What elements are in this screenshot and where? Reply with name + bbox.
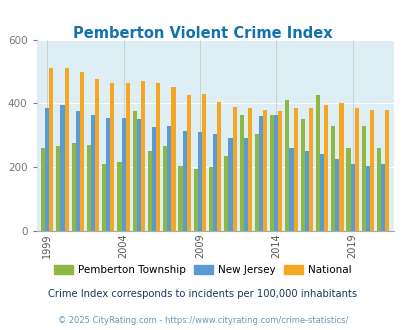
Bar <box>209 167 213 231</box>
Bar <box>269 115 273 231</box>
Bar <box>247 108 251 231</box>
Bar <box>87 145 91 231</box>
Bar <box>335 159 339 231</box>
Bar <box>376 148 380 231</box>
Bar <box>151 127 156 231</box>
Text: Pemberton Violent Crime Index: Pemberton Violent Crime Index <box>73 26 332 41</box>
Bar <box>319 154 323 231</box>
Bar <box>64 68 68 231</box>
Bar <box>384 110 388 231</box>
Bar <box>369 110 373 231</box>
Bar <box>75 112 80 231</box>
Bar <box>315 95 319 231</box>
Bar <box>300 119 304 231</box>
Legend: Pemberton Township, New Jersey, National: Pemberton Township, New Jersey, National <box>50 261 355 280</box>
Bar <box>106 118 110 231</box>
Bar <box>182 130 186 231</box>
Bar <box>350 164 354 231</box>
Bar <box>278 112 282 231</box>
Bar <box>41 148 45 231</box>
Bar <box>45 108 49 231</box>
Bar <box>141 81 145 231</box>
Bar <box>163 147 167 231</box>
Bar <box>110 82 114 231</box>
Bar <box>213 134 217 231</box>
Bar <box>178 166 182 231</box>
Bar <box>56 147 60 231</box>
Bar <box>330 126 335 231</box>
Bar <box>132 112 136 231</box>
Bar <box>254 134 258 231</box>
Bar <box>91 115 95 231</box>
Bar <box>228 139 232 231</box>
Bar <box>339 103 343 231</box>
Bar <box>304 151 308 231</box>
Bar <box>197 132 201 231</box>
Bar <box>136 119 141 231</box>
Bar <box>345 148 350 231</box>
Bar <box>125 82 130 231</box>
Bar <box>380 164 384 231</box>
Bar <box>167 126 171 231</box>
Bar <box>232 107 236 231</box>
Bar <box>102 164 106 231</box>
Bar <box>193 169 197 231</box>
Bar <box>239 115 243 231</box>
Bar <box>285 100 289 231</box>
Bar <box>354 108 358 231</box>
Bar <box>308 108 312 231</box>
Bar <box>293 108 297 231</box>
Bar <box>217 102 221 231</box>
Bar <box>361 126 365 231</box>
Bar <box>323 105 327 231</box>
Bar <box>262 110 266 231</box>
Bar <box>121 118 125 231</box>
Bar <box>289 148 293 231</box>
Text: Crime Index corresponds to incidents per 100,000 inhabitants: Crime Index corresponds to incidents per… <box>48 289 357 299</box>
Bar <box>156 82 160 231</box>
Bar <box>71 143 75 231</box>
Bar <box>224 156 228 231</box>
Bar <box>49 68 53 231</box>
Bar <box>365 166 369 231</box>
Bar <box>201 94 206 231</box>
Bar <box>117 162 121 231</box>
Bar <box>186 95 190 231</box>
Bar <box>273 115 278 231</box>
Bar <box>80 72 84 231</box>
Bar <box>95 80 99 231</box>
Bar <box>258 116 262 231</box>
Bar <box>60 105 64 231</box>
Bar <box>243 139 247 231</box>
Bar <box>171 87 175 231</box>
Bar <box>147 151 151 231</box>
Text: © 2025 CityRating.com - https://www.cityrating.com/crime-statistics/: © 2025 CityRating.com - https://www.city… <box>58 316 347 325</box>
